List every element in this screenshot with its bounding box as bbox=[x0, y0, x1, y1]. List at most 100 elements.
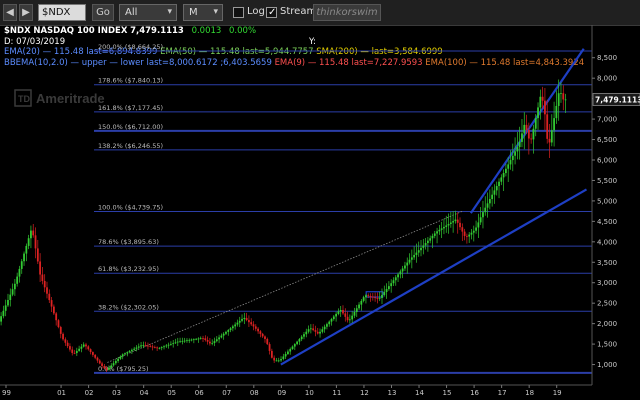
candle-body bbox=[55, 313, 58, 321]
candle-body bbox=[105, 368, 108, 370]
interval-select[interactable]: M ▾ bbox=[183, 4, 223, 21]
toolbar: ◀ ▶ $NDX Go All ▾ M ▾ Log ✓ Stream think… bbox=[0, 0, 640, 26]
candle-body bbox=[277, 360, 280, 362]
back-button[interactable]: ◀ bbox=[3, 4, 17, 21]
candle-body bbox=[7, 300, 9, 306]
x-tick-label: 14 bbox=[415, 389, 424, 397]
candle-body bbox=[562, 93, 565, 100]
candle-body bbox=[220, 335, 223, 338]
candle-body bbox=[557, 93, 560, 106]
symbol-input[interactable]: $NDX bbox=[38, 4, 86, 21]
candle-body bbox=[365, 295, 367, 298]
candle-body bbox=[18, 268, 21, 277]
candle-body bbox=[539, 96, 542, 108]
header-change: 0.0013 bbox=[191, 26, 222, 36]
candle-body bbox=[13, 283, 16, 290]
candle-body bbox=[36, 248, 39, 262]
x-tick-label: 11 bbox=[332, 389, 341, 397]
candle-body bbox=[245, 317, 248, 321]
go-button[interactable]: Go bbox=[92, 4, 114, 21]
candle-body bbox=[537, 107, 539, 119]
candle-body bbox=[91, 352, 94, 355]
candle-body bbox=[452, 221, 455, 223]
candle-body bbox=[433, 233, 436, 236]
candle-body bbox=[360, 300, 363, 305]
x-tick-label: 07 bbox=[222, 389, 231, 397]
candle-body bbox=[218, 337, 220, 340]
candle-body bbox=[110, 365, 113, 368]
candle-body bbox=[153, 347, 156, 348]
candle-body bbox=[477, 222, 480, 228]
y-tick-label: 4,000 bbox=[597, 238, 617, 246]
header-title-row: $NDX NASDAQ 100 INDEX 7,479.1113 0.0013 … bbox=[4, 26, 584, 37]
candle-body bbox=[502, 173, 505, 178]
x-tick-label: 04 bbox=[140, 389, 149, 397]
candle-body bbox=[449, 222, 452, 224]
candle-body bbox=[128, 350, 131, 353]
fib-levels: 200.0% ($8,664.25) 178.6% ($7,840.13) 161.… bbox=[94, 43, 592, 374]
candle-body bbox=[440, 228, 443, 230]
thinkorswim-button[interactable]: thinkorswim bbox=[313, 4, 381, 21]
candle-body bbox=[323, 326, 326, 330]
forward-button[interactable]: ▶ bbox=[19, 4, 33, 21]
candle-body bbox=[197, 338, 200, 340]
candle-body bbox=[0, 316, 2, 322]
x-tick-label: 12 bbox=[360, 389, 369, 397]
candle-body bbox=[174, 342, 177, 344]
candle-body bbox=[144, 345, 147, 346]
candle-body bbox=[20, 261, 23, 269]
candle-body bbox=[532, 128, 535, 140]
candle-body bbox=[493, 190, 496, 195]
candle-body bbox=[64, 339, 67, 343]
candle-body bbox=[59, 327, 62, 334]
checkmark-icon: ✓ bbox=[268, 7, 277, 18]
candle-body bbox=[287, 351, 289, 355]
candle-body bbox=[305, 331, 308, 335]
candle-body bbox=[463, 231, 466, 236]
candle-body bbox=[465, 235, 468, 237]
candle-body bbox=[525, 124, 528, 130]
stream-checkbox[interactable]: ✓ bbox=[266, 7, 277, 18]
x-tick-label: 13 bbox=[387, 389, 396, 397]
candle-body bbox=[85, 344, 87, 347]
candle-body bbox=[186, 340, 188, 342]
candle-body bbox=[461, 227, 464, 232]
candle-body bbox=[397, 274, 399, 278]
candle-body bbox=[548, 138, 551, 143]
current-price-tag: 7,479.1113 bbox=[592, 93, 640, 106]
candle-body bbox=[374, 297, 377, 299]
candle-body bbox=[183, 340, 186, 342]
candle-body bbox=[188, 339, 191, 341]
candle-body bbox=[241, 318, 243, 321]
candle-body bbox=[264, 336, 266, 339]
indicator-ema50: EMA(50) — 115.48 last=5,944.7757 bbox=[160, 47, 314, 57]
header-last: 7,479.1113 bbox=[130, 26, 184, 36]
indicator-row-2: BBEMA(10,2.0) — upper — lower last=8,000… bbox=[4, 58, 584, 69]
x-tick-label: 99 bbox=[2, 389, 11, 397]
candle-body bbox=[300, 336, 303, 340]
candle-body bbox=[399, 271, 402, 275]
y-tick-label: 1,000 bbox=[597, 361, 617, 369]
x-tick-label: 15 bbox=[443, 389, 452, 397]
candle-body bbox=[94, 354, 97, 358]
chart-header: $NDX NASDAQ 100 INDEX 7,479.1113 0.0013 … bbox=[4, 26, 584, 68]
candle-body bbox=[326, 324, 328, 327]
candle-body bbox=[390, 283, 393, 287]
candle-body bbox=[381, 294, 383, 298]
log-label: Log bbox=[247, 6, 265, 17]
range-select[interactable]: All ▾ bbox=[119, 4, 177, 21]
candle-body bbox=[316, 331, 319, 334]
candle-body bbox=[546, 114, 549, 139]
candle-body bbox=[518, 141, 521, 148]
candle-body bbox=[342, 310, 344, 314]
candle-body bbox=[236, 322, 239, 325]
candle-body bbox=[124, 353, 126, 355]
candle-body bbox=[254, 326, 257, 329]
candle-body bbox=[429, 238, 432, 241]
candle-body bbox=[498, 181, 500, 187]
fib-label: 0.0% ($795.25) bbox=[98, 365, 149, 373]
log-checkbox[interactable] bbox=[233, 7, 244, 18]
candle-body bbox=[169, 343, 172, 345]
fib-label: 178.6% ($7,840.13) bbox=[98, 77, 163, 85]
candle-body bbox=[165, 345, 168, 347]
